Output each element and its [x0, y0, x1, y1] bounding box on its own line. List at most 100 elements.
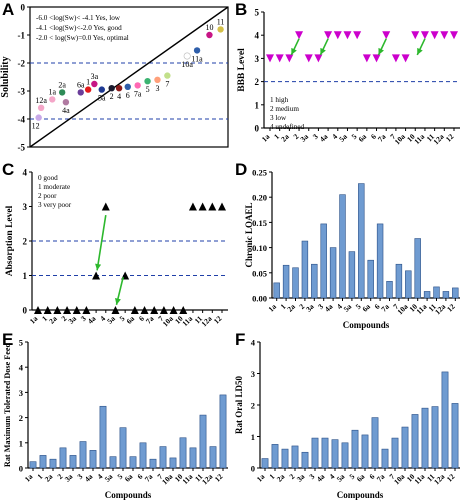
c-xtick-2: 2 — [59, 314, 68, 323]
c-marker-1 — [43, 306, 52, 314]
f-xtick-10a: 10a — [392, 472, 406, 486]
e-bar-6 — [139, 442, 147, 469]
c-marker-1a — [34, 306, 42, 314]
f-bar-12a — [441, 371, 449, 469]
e-bar-4a — [89, 450, 97, 469]
e-bar-1a — [29, 461, 37, 469]
e-ytick-label: 4 — [19, 363, 24, 373]
e-xtick-3: 3 — [75, 472, 84, 481]
a-point-2a — [58, 89, 66, 96]
b-legend-text: 4 undefined — [270, 123, 305, 131]
c-marker-2a — [53, 306, 62, 314]
b-marker-10a — [401, 54, 410, 63]
a-point-label-4: 4 — [117, 92, 121, 101]
d-xtick-11: 11 — [427, 302, 439, 314]
a-point-label-1a: 1a — [48, 87, 56, 96]
a-ytick-label: -1 — [18, 31, 26, 41]
c-marker-7 — [159, 306, 168, 314]
d-bar-7 — [395, 263, 403, 299]
a-point-3a — [91, 80, 98, 88]
c-marker-12a — [208, 202, 217, 211]
f-xtick-10: 10 — [405, 472, 417, 484]
d-xtick-4: 4 — [335, 302, 344, 311]
e-ytick-label: 1 — [19, 438, 23, 448]
a-point-label-4a: 4a — [62, 106, 70, 115]
a-point-label-6a: 6a — [77, 80, 85, 89]
b-marker-3 — [314, 54, 323, 63]
c-xtick-3a: 3a — [66, 314, 78, 326]
a-point-1 — [84, 86, 92, 93]
b-xtick-1a: 1a — [260, 132, 272, 144]
c-xtick-7: 7 — [156, 314, 165, 323]
a-point-4 — [115, 85, 123, 92]
b-legend-text: 1 high — [270, 96, 289, 104]
f-xtick-2a: 2a — [275, 472, 287, 484]
a-point-label-1: 1 — [86, 78, 90, 87]
e-xtick-1a: 1a — [23, 472, 35, 484]
e-xtick-5a: 5a — [103, 472, 115, 484]
f-ytick-label: 1 — [251, 432, 255, 442]
e-ytick-label: 2 — [19, 413, 23, 423]
d-xtick-7: 7 — [391, 302, 400, 311]
f-bar-7 — [391, 437, 399, 469]
c-marker-10 — [179, 306, 188, 314]
c-marker-5a — [111, 306, 120, 314]
e-bar-11 — [199, 414, 207, 469]
a-point-10a — [183, 52, 191, 60]
b-marker-12a — [440, 31, 449, 40]
b-xtick-3: 3 — [311, 132, 320, 141]
e-xtick-2a: 2a — [43, 472, 55, 484]
a-point-label-6: 6 — [126, 91, 130, 100]
c-ytick-label: 3 — [23, 202, 28, 212]
f-bar-7a — [381, 448, 389, 469]
d-xtick-10a: 10a — [395, 302, 409, 316]
e-xtick-12: 12 — [213, 472, 225, 484]
a-point-6a — [77, 89, 84, 96]
a-point-label-3a: 3a — [91, 72, 99, 81]
c-xtick-1: 1 — [40, 314, 49, 323]
b-marker-12 — [450, 31, 458, 40]
b-xtick-2a: 2a — [279, 132, 291, 144]
f-bar-10 — [411, 414, 419, 469]
b-xtick-12a: 12a — [431, 132, 445, 146]
c-xtick-11: 11 — [193, 314, 205, 326]
a-point-11 — [217, 26, 224, 33]
d-bar-10 — [414, 238, 421, 299]
c-legend-text: 3 very poor — [38, 201, 72, 209]
b-marker-7 — [391, 54, 400, 63]
b-legend-text: 3 low — [270, 114, 287, 122]
b-legend-text: 2 medium — [270, 105, 299, 113]
d-bar-4 — [339, 194, 346, 299]
f-xtick-1a: 1a — [255, 472, 267, 484]
d-bar-2 — [301, 240, 309, 299]
a-point-label-10: 10 — [205, 23, 213, 32]
b-xtick-3a: 3a — [298, 132, 310, 144]
f-xtick-11: 11 — [425, 472, 437, 484]
a-point-label-11: 11 — [217, 17, 225, 26]
e-xtick-10a: 10a — [160, 472, 174, 486]
b-marker-5 — [353, 31, 362, 40]
e-bar-11a — [189, 447, 197, 469]
b-xtick-11: 11 — [425, 132, 437, 144]
e-xtick-4: 4 — [95, 472, 104, 481]
f-bar-3a — [301, 451, 309, 469]
a-ytick-label: 0 — [21, 3, 26, 13]
e-xtick-5: 5 — [115, 472, 124, 481]
b-marker-6a — [362, 54, 371, 63]
f-xtick-6: 6 — [367, 472, 376, 481]
b-ytick-label: 3 — [255, 54, 260, 64]
f-xtick-3: 3 — [307, 472, 316, 481]
d-bar-11a — [423, 291, 431, 299]
d-bar-5 — [358, 183, 365, 299]
a-point-3 — [154, 76, 161, 84]
d-ytick-label: 0.00 — [252, 294, 267, 304]
c-marker-4 — [101, 202, 110, 211]
b-xtick-2: 2 — [291, 132, 300, 141]
f-xtick-7a: 7a — [375, 472, 387, 484]
c-arrow-0-line — [96, 215, 107, 271]
a-point-6 — [124, 83, 131, 91]
a-point-2 — [108, 85, 115, 92]
f-xtick-6a: 6a — [355, 472, 367, 484]
e-xtick-11: 11 — [193, 472, 205, 484]
